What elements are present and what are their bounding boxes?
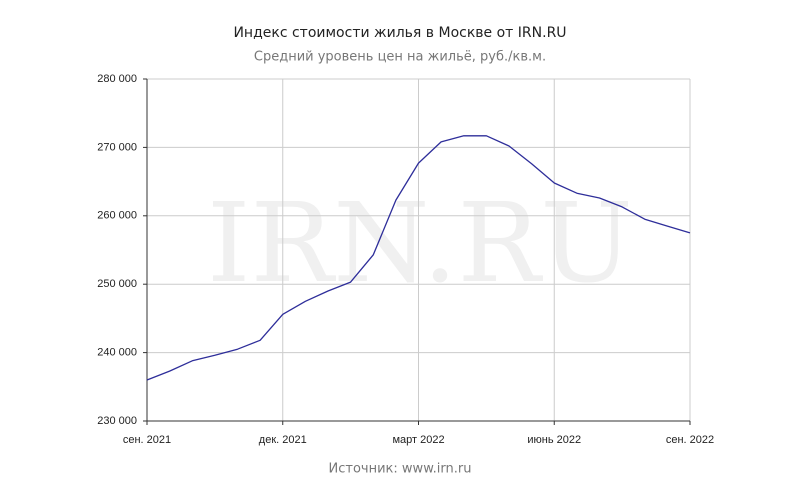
x-tick-label: дек. 2021: [259, 434, 307, 446]
chart-subtitle: Средний уровень цен на жильё, руб./кв.м.: [254, 50, 546, 65]
line-series: [146, 135, 691, 381]
x-tick-label: сен. 2021: [123, 434, 171, 446]
y-tick-label: 280 000: [97, 73, 137, 85]
y-tick-label: 270 000: [97, 141, 137, 153]
chart-title: Индекс стоимости жилья в Москве от IRN.R…: [233, 25, 566, 41]
watermark: IRN.RU: [207, 179, 633, 307]
x-tick-label: март 2022: [392, 434, 444, 446]
source: Источник: www.irn.ru: [329, 462, 472, 477]
y-tick-label: 240 000: [97, 347, 137, 359]
y-tick-label: 230 000: [97, 415, 137, 427]
x-tick-label: июнь 2022: [527, 434, 581, 446]
y-tick-label: 250 000: [97, 278, 137, 290]
x-tick-label: сен. 2022: [666, 434, 714, 446]
y-tick-label: 260 000: [97, 210, 137, 222]
